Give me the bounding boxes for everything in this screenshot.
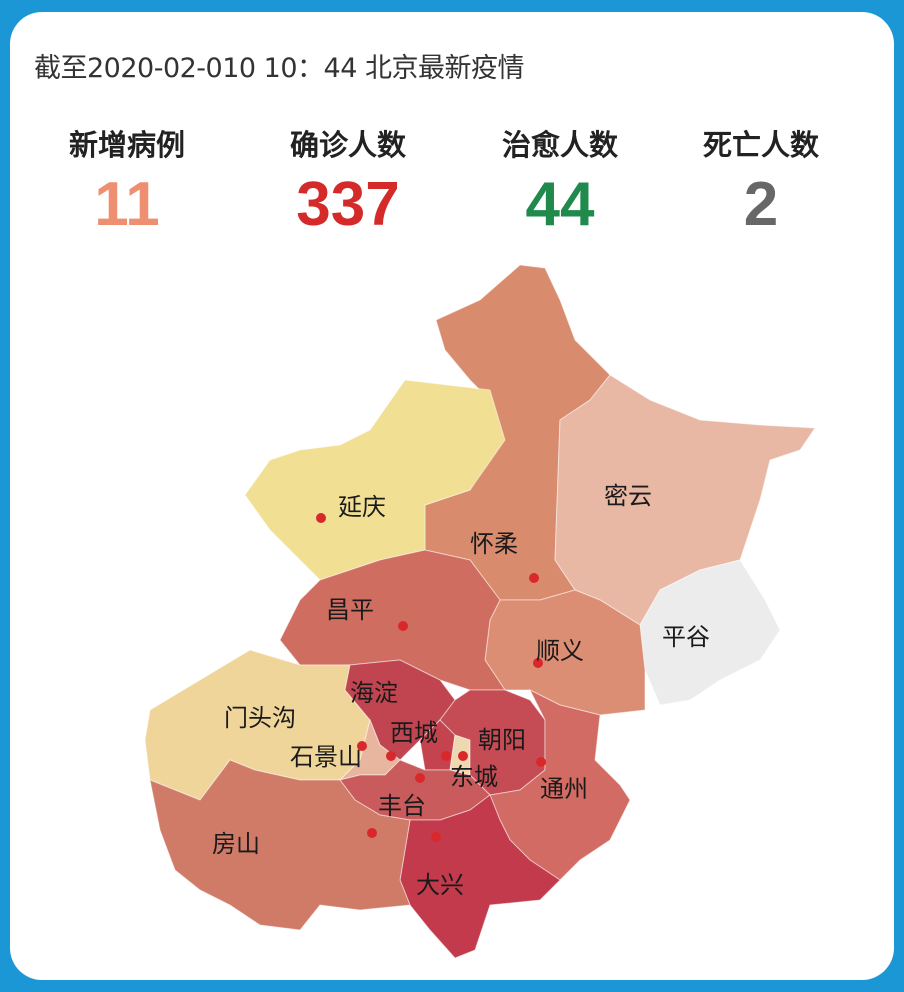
stat-label: 死亡人数 [702,128,819,162]
district-marker-fengtai [415,773,425,783]
district-marker-dongcheng [458,751,468,761]
district-marker-shunyi [533,658,543,668]
district-marker-yanqing [316,513,326,523]
district-label-dongcheng: 东城 [450,763,498,791]
stat-confirmed: 确诊人数 337 [248,122,448,238]
district-label-fangshan: 房山 [212,830,260,858]
district-marker-shijingshan [386,751,396,761]
district-marker-changping [398,621,408,631]
stat-new-cases: 新增病例 11 [27,122,227,238]
stat-value: 337 [296,170,400,239]
stat-value: 44 [525,170,595,239]
district-label-haidian: 海淀 [350,679,398,707]
stat-label: 确诊人数 [289,128,406,162]
district-marker-fangshan [367,828,377,838]
district-marker-xicheng [441,751,451,761]
district-label-pinggu: 平谷 [662,623,710,651]
district-marker-haidian [357,741,367,751]
district-label-xicheng: 西城 [390,719,438,747]
page-title: 截至2020-02-010 10：44 北京最新疫情 [34,53,524,84]
district-label-miyun: 密云 [604,482,652,510]
stat-label: 新增病例 [68,128,185,162]
district-label-huairou: 怀柔 [470,530,518,558]
district-marker-daxing [431,832,441,842]
stat-recovered: 治愈人数 44 [460,122,660,238]
district-label-tongzhou: 通州 [540,775,588,803]
district-marker-huairou [529,573,539,583]
stat-value: 11 [94,170,160,239]
district-label-shijingshan: 石景山 [290,743,362,771]
district-label-chaoyang: 朝阳 [478,726,526,754]
district-label-shunyi: 顺义 [536,637,584,665]
stat-value: 2 [743,170,779,239]
stat-deaths: 死亡人数 2 [661,122,861,238]
district-label-yanqing: 延庆 [338,493,386,521]
district-label-mentougou: 门头沟 [224,704,296,732]
district-pinggu [639,559,781,706]
district-marker-chaoyang [536,757,546,767]
district-label-daxing: 大兴 [416,871,464,899]
district-label-changping: 昌平 [326,596,374,624]
stat-label: 治愈人数 [501,128,618,162]
district-fangshan [149,759,411,931]
district-label-fengtai: 丰台 [378,792,426,820]
